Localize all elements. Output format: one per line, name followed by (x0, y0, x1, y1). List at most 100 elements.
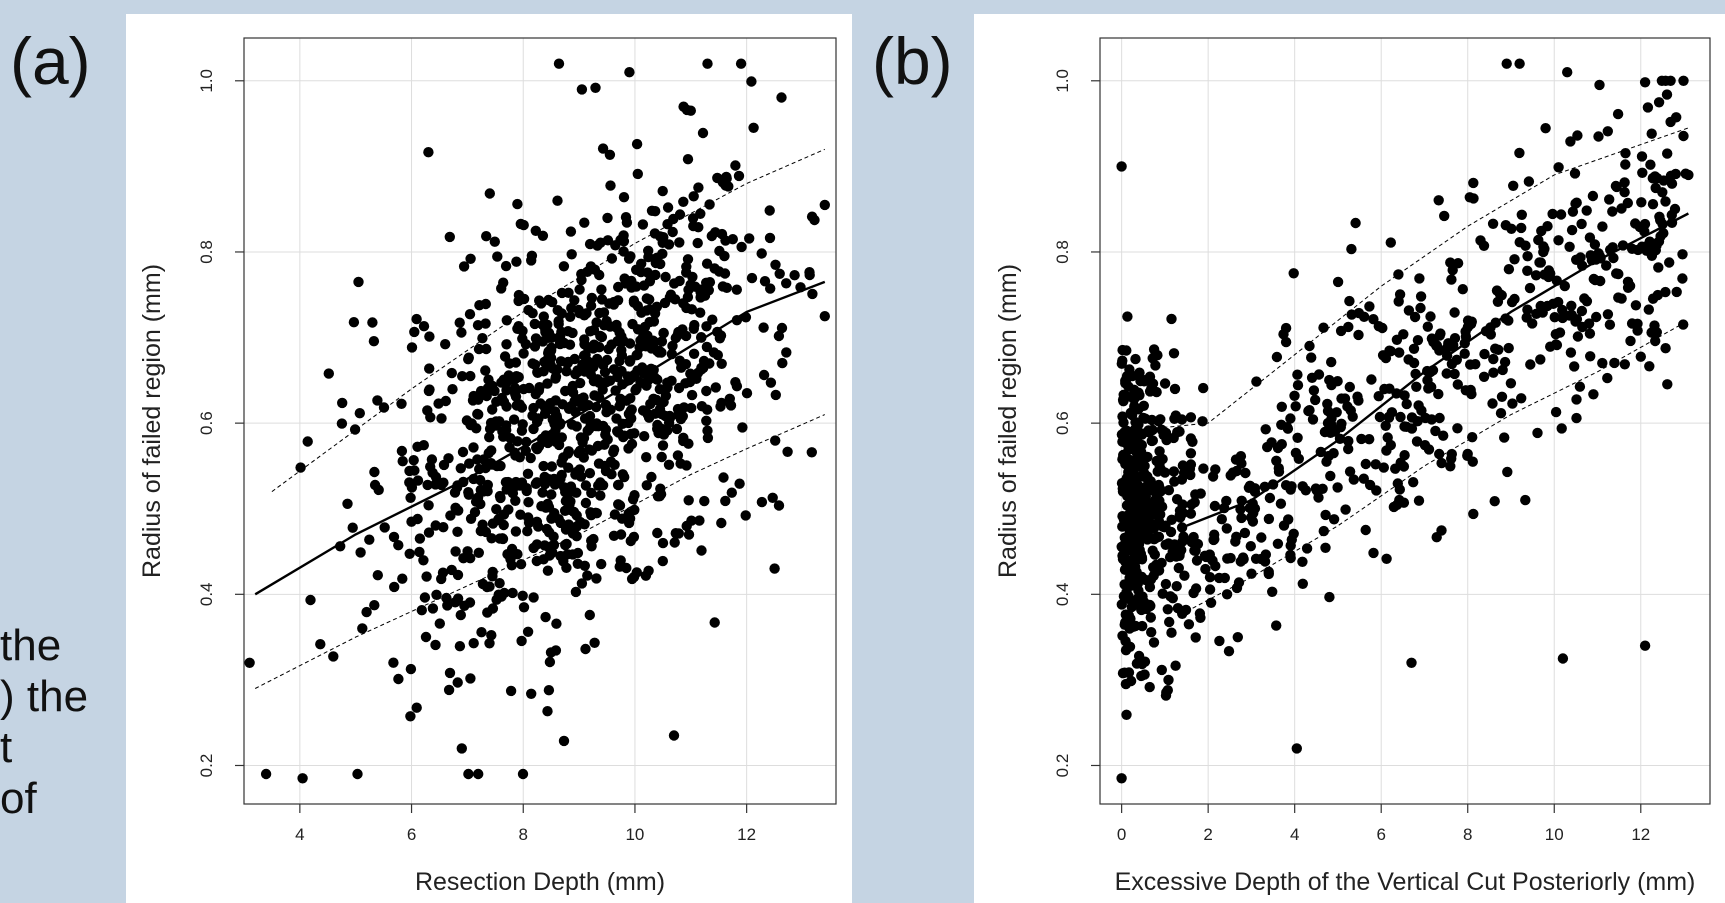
data-point (342, 498, 353, 509)
data-point (687, 271, 698, 283)
panel-b-label: (b) (872, 24, 953, 98)
data-point (335, 541, 346, 552)
data-point (777, 357, 788, 369)
y-tick-label: 0.2 (197, 754, 216, 778)
data-point (546, 342, 557, 353)
data-point (1117, 436, 1128, 447)
scatter-points (244, 58, 830, 784)
data-point (558, 735, 570, 747)
data-point (1436, 525, 1447, 536)
data-point (1251, 376, 1262, 387)
data-point (1507, 398, 1518, 409)
data-point (1530, 270, 1542, 281)
data-point (1131, 453, 1142, 465)
data-point (1384, 345, 1395, 356)
data-point (1644, 361, 1655, 372)
data-point (510, 526, 522, 537)
data-point (1557, 304, 1568, 316)
data-point (625, 535, 636, 547)
y-tick-label: 0.8 (1053, 240, 1072, 264)
data-point (667, 340, 678, 352)
data-point (1534, 257, 1545, 268)
data-point (683, 529, 695, 540)
data-point (1609, 357, 1620, 369)
data-point (1157, 453, 1168, 465)
data-point (389, 581, 400, 593)
data-point (1214, 635, 1225, 647)
data-point (517, 590, 528, 601)
data-point (315, 639, 326, 650)
data-point (513, 321, 524, 332)
data-point (1536, 225, 1547, 237)
data-point (616, 365, 627, 377)
data-point (1514, 58, 1525, 69)
data-point (527, 358, 538, 369)
data-point (688, 220, 699, 232)
data-point (473, 394, 484, 405)
data-point (482, 607, 493, 618)
data-point (379, 522, 390, 533)
data-point (1647, 199, 1659, 210)
data-point (1137, 620, 1148, 632)
data-point (1292, 380, 1304, 391)
data-point (733, 170, 745, 182)
data-point (526, 250, 538, 261)
data-point (1620, 159, 1631, 170)
data-point (525, 452, 536, 464)
data-point (1385, 237, 1396, 248)
data-point (537, 336, 549, 347)
data-point (1209, 534, 1220, 545)
data-point (736, 241, 747, 253)
data-point (536, 298, 547, 309)
data-point (549, 416, 560, 428)
data-point (1612, 108, 1624, 120)
data-point (1325, 470, 1336, 482)
data-point (396, 398, 407, 409)
data-point (627, 494, 639, 505)
data-point (1332, 276, 1344, 288)
data-point (605, 180, 616, 191)
data-point (421, 571, 432, 582)
data-point (486, 533, 497, 544)
data-point (507, 587, 518, 599)
data-point (696, 545, 707, 556)
data-point (1415, 302, 1426, 314)
data-point (336, 418, 348, 429)
data-point (637, 219, 649, 230)
data-point (769, 563, 780, 574)
side-line: the (0, 621, 62, 670)
data-point (1165, 526, 1177, 538)
data-point (388, 657, 399, 668)
data-point (295, 462, 306, 473)
data-point (1521, 312, 1532, 323)
data-point (623, 253, 635, 264)
data-point (1470, 359, 1481, 370)
data-point (562, 358, 573, 369)
data-point (1543, 271, 1554, 283)
data-point (1159, 467, 1171, 478)
data-point (1594, 79, 1605, 91)
data-point (1148, 637, 1160, 648)
data-point (1390, 463, 1401, 474)
data-point (1271, 351, 1283, 363)
data-point (669, 537, 680, 548)
data-point (297, 773, 308, 784)
data-point (1467, 432, 1478, 443)
data-point (1503, 315, 1514, 326)
data-point (1301, 543, 1313, 554)
data-point (1343, 435, 1354, 447)
data-point (1522, 265, 1533, 276)
data-point (716, 358, 727, 369)
data-point (1340, 504, 1351, 515)
data-point (819, 311, 830, 322)
data-point (1635, 351, 1646, 362)
data-point (1557, 312, 1568, 324)
data-point (578, 350, 590, 361)
data-point (1364, 434, 1375, 445)
data-point (1185, 469, 1196, 481)
data-point (1136, 533, 1147, 544)
x-tick-label: 6 (1376, 825, 1385, 844)
data-point (746, 76, 757, 87)
data-point (1166, 313, 1177, 325)
data-point (1639, 77, 1651, 88)
